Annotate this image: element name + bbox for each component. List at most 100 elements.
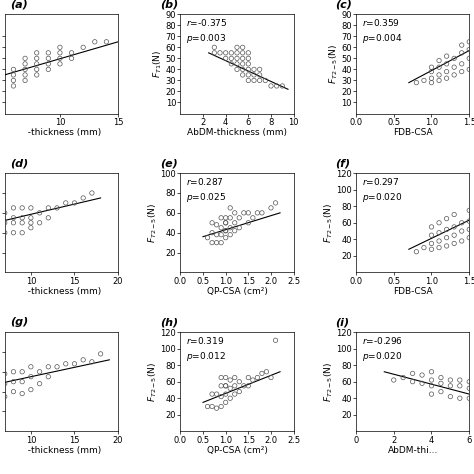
Point: [1, 370, 9, 377]
Point: [204, 234, 211, 241]
Point: [227, 376, 234, 384]
Point: [428, 64, 435, 71]
Point: [222, 374, 229, 382]
Point: [18, 378, 26, 385]
Y-axis label: $\mathit{F}_{T2-5}$(N): $\mathit{F}_{T2-5}$(N): [327, 44, 340, 84]
Text: $\mathit{r}$=-0.296
$\mathit{p}$=0.020: $\mathit{r}$=-0.296 $\mathit{p}$=0.020: [362, 335, 402, 363]
Point: [210, 49, 218, 56]
Point: [428, 231, 435, 239]
Point: [45, 373, 52, 381]
Point: [279, 82, 286, 90]
Point: [458, 68, 465, 75]
Point: [428, 390, 435, 398]
Point: [239, 44, 246, 51]
Point: [250, 65, 258, 73]
Point: [1, 219, 9, 227]
Point: [245, 71, 252, 79]
Point: [437, 380, 445, 387]
Point: [258, 209, 266, 217]
Point: [208, 239, 216, 246]
Point: [27, 224, 35, 231]
Point: [256, 71, 264, 79]
Point: [435, 71, 443, 79]
Point: [443, 226, 450, 233]
Point: [240, 382, 247, 390]
Point: [456, 394, 464, 402]
X-axis label: QP-CSA (cm²): QP-CSA (cm²): [207, 446, 267, 455]
Point: [447, 393, 454, 401]
Point: [473, 202, 474, 210]
X-axis label: QP-CSA (cm²): QP-CSA (cm²): [207, 287, 267, 296]
Point: [213, 231, 220, 238]
Point: [231, 374, 238, 382]
Point: [218, 382, 225, 390]
Point: [218, 374, 225, 382]
Point: [256, 77, 264, 84]
Point: [97, 350, 104, 358]
Point: [245, 49, 252, 56]
Point: [428, 240, 435, 247]
Point: [79, 194, 87, 202]
Point: [213, 404, 220, 412]
Point: [231, 390, 238, 398]
Point: [208, 403, 216, 410]
Point: [245, 77, 252, 84]
Point: [213, 221, 220, 228]
Point: [218, 214, 225, 222]
Point: [435, 244, 443, 251]
Point: [450, 211, 458, 219]
Point: [208, 219, 216, 227]
Y-axis label: $\mathit{F}_{T2-5}$(N): $\mathit{F}_{T2-5}$(N): [146, 203, 159, 243]
Point: [443, 234, 450, 241]
Point: [222, 227, 229, 235]
Point: [27, 386, 35, 393]
Point: [9, 65, 17, 73]
Point: [79, 44, 87, 51]
Point: [267, 374, 275, 382]
Point: [240, 209, 247, 217]
Point: [254, 209, 261, 217]
Point: [21, 60, 29, 68]
Point: [465, 394, 473, 402]
Point: [245, 382, 252, 390]
Point: [36, 219, 44, 227]
Point: [33, 49, 40, 56]
Point: [465, 38, 473, 46]
Point: [231, 209, 238, 217]
Point: [62, 199, 70, 207]
Point: [9, 204, 17, 212]
Point: [68, 49, 75, 56]
Point: [9, 388, 17, 395]
Point: [231, 382, 238, 390]
Point: [9, 368, 17, 375]
X-axis label: AbDM-thi...: AbDM-thi...: [387, 446, 438, 455]
Point: [27, 219, 35, 227]
Point: [435, 229, 443, 237]
Point: [249, 214, 256, 222]
Point: [473, 38, 474, 46]
Point: [227, 224, 234, 231]
Point: [450, 55, 458, 62]
Point: [465, 207, 473, 214]
Point: [428, 223, 435, 231]
Point: [233, 65, 241, 73]
Point: [218, 224, 225, 231]
Point: [450, 231, 458, 239]
Point: [222, 227, 229, 235]
Text: $\mathit{r}$=-0.375
$\mathit{p}$=0.003: $\mathit{r}$=-0.375 $\mathit{p}$=0.003: [186, 17, 228, 45]
Point: [27, 204, 35, 212]
Point: [53, 363, 61, 371]
Point: [473, 49, 474, 56]
Point: [33, 71, 40, 79]
Point: [18, 390, 26, 397]
Point: [390, 376, 398, 384]
Point: [45, 65, 52, 73]
Point: [231, 219, 238, 227]
Point: [435, 64, 443, 71]
Point: [443, 60, 450, 68]
Point: [236, 388, 243, 395]
Point: [443, 52, 450, 60]
Point: [1, 380, 9, 387]
Point: [18, 204, 26, 212]
Point: [236, 214, 243, 222]
